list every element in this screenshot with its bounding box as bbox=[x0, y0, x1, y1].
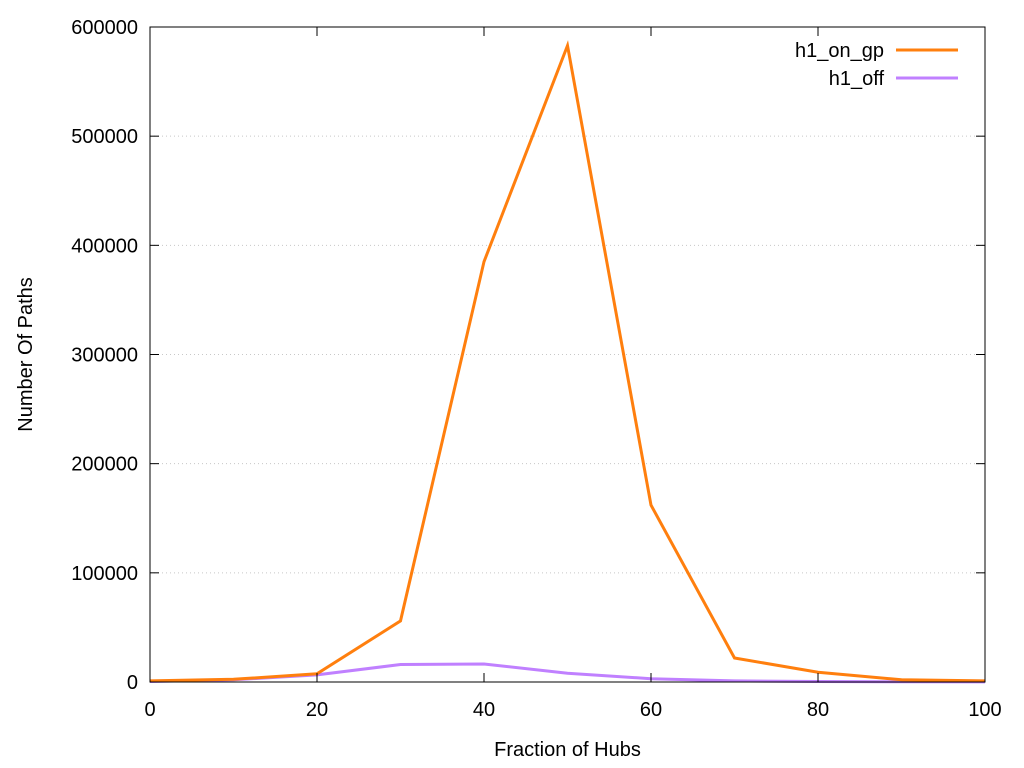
x-tick-label: 60 bbox=[640, 699, 662, 721]
legend: h1_on_gp h1_off bbox=[795, 40, 958, 90]
x-tick-label: 80 bbox=[807, 699, 829, 721]
series-line-h1-on-gp bbox=[149, 40, 986, 683]
x-tick-label: 0 bbox=[144, 699, 155, 721]
gridlines bbox=[150, 135, 985, 574]
y-tick-label: 600000 bbox=[71, 17, 138, 39]
x-tick-label: 40 bbox=[473, 699, 495, 721]
y-tick-label: 500000 bbox=[71, 126, 138, 148]
y-tick-label: 0 bbox=[127, 672, 138, 694]
y-tick-label: 400000 bbox=[71, 235, 138, 257]
series-lines bbox=[149, 40, 986, 684]
y-axis-label: Number Of Paths bbox=[15, 277, 37, 432]
x-axis-label: Fraction of Hubs bbox=[494, 739, 641, 761]
y-tick-label: 300000 bbox=[71, 345, 138, 367]
plot-frame bbox=[149, 26, 986, 683]
series-line-h1-off bbox=[149, 662, 986, 684]
x-tick-label: 20 bbox=[306, 699, 328, 721]
y-tick-label: 100000 bbox=[71, 563, 138, 585]
y-tick-label: 200000 bbox=[71, 454, 138, 476]
legend-label-h1-off: h1_off bbox=[829, 68, 885, 90]
legend-label-h1-on-gp: h1_on_gp bbox=[795, 40, 884, 62]
x-tick-label: 100 bbox=[968, 699, 1001, 721]
axis-ticks: 0 100000 200000 300000 400000 500000 600000 0 20… bbox=[71, 17, 1001, 721]
